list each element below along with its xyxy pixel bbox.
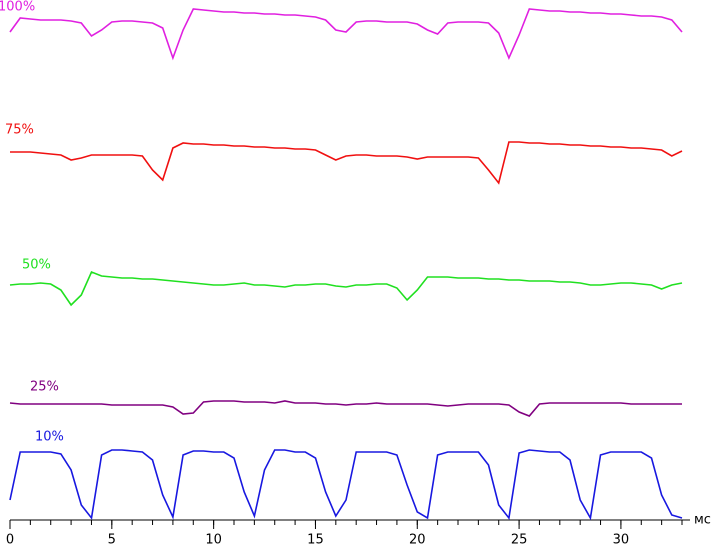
x-tick-label: 20 (409, 533, 426, 548)
x-tick-label: 0 (6, 533, 14, 548)
series-label: 50% (22, 258, 51, 273)
series-label: 75% (5, 123, 34, 138)
trace (9, 270, 683, 307)
x-tick-label: 25 (511, 533, 528, 548)
trace (9, 400, 682, 417)
series-label: 100% (0, 0, 35, 15)
x-tick-label: 15 (307, 533, 324, 548)
series-label: 10% (35, 430, 64, 445)
x-tick-label: 10 (205, 533, 222, 548)
x-tick-label: 30 (613, 533, 630, 548)
trace (10, 141, 683, 185)
trace (9, 8, 683, 61)
x-axis-label: мс (694, 513, 711, 528)
series-label: 25% (30, 380, 59, 395)
x-tick-label: 5 (108, 533, 116, 548)
trace (9, 449, 683, 521)
